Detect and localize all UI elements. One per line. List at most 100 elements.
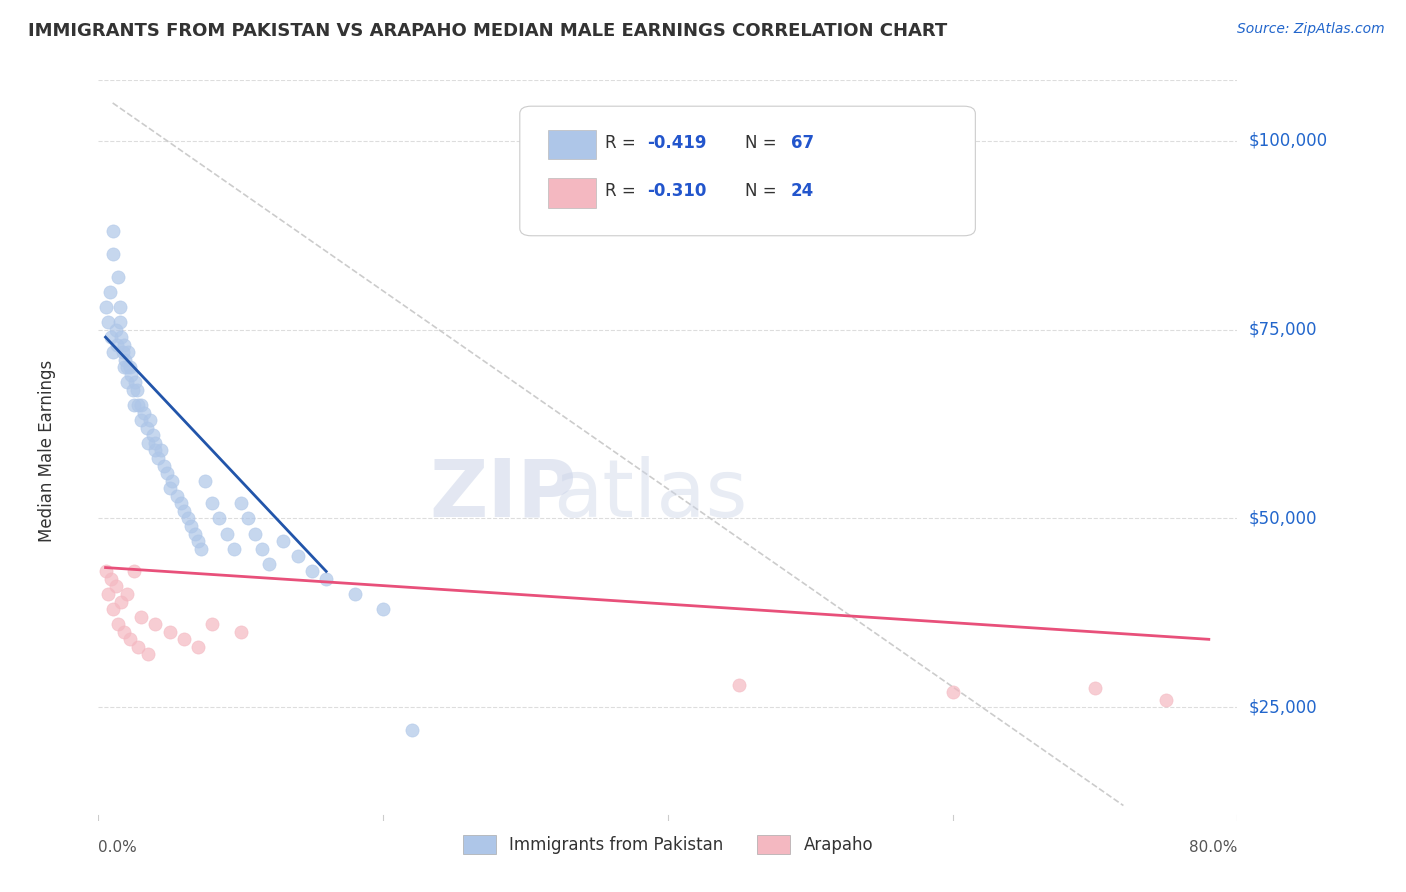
- Point: [187, 640, 209, 654]
- Point: [125, 383, 148, 397]
- FancyBboxPatch shape: [548, 178, 596, 208]
- Point: [145, 443, 167, 458]
- Point: [107, 617, 129, 632]
- Point: [100, 572, 122, 586]
- Point: [111, 345, 134, 359]
- Point: [122, 398, 145, 412]
- Point: [115, 587, 138, 601]
- Point: [136, 648, 159, 662]
- Point: [177, 511, 200, 525]
- Point: [1084, 681, 1107, 696]
- Point: [159, 624, 181, 639]
- Point: [110, 594, 132, 608]
- Point: [215, 526, 238, 541]
- Text: R =: R =: [605, 182, 641, 201]
- Point: [145, 617, 167, 632]
- Point: [101, 602, 124, 616]
- Point: [150, 443, 173, 458]
- Point: [201, 617, 224, 632]
- Text: $50,000: $50,000: [1249, 509, 1317, 527]
- Text: $75,000: $75,000: [1249, 320, 1317, 339]
- Point: [94, 300, 117, 314]
- Point: [942, 685, 965, 699]
- Point: [273, 534, 295, 549]
- Point: [129, 398, 152, 412]
- Text: -0.310: -0.310: [647, 182, 707, 201]
- Point: [180, 519, 202, 533]
- Point: [184, 526, 207, 541]
- Point: [108, 300, 131, 314]
- Point: [173, 504, 195, 518]
- Point: [301, 565, 323, 579]
- Point: [187, 534, 209, 549]
- Point: [101, 224, 124, 238]
- Text: $100,000: $100,000: [1249, 132, 1327, 150]
- Text: 80.0%: 80.0%: [1189, 839, 1237, 855]
- Text: $25,000: $25,000: [1249, 698, 1317, 716]
- Point: [194, 474, 217, 488]
- Text: 67: 67: [790, 134, 814, 153]
- Point: [120, 368, 142, 382]
- Point: [104, 322, 127, 336]
- Point: [135, 421, 157, 435]
- Point: [166, 489, 188, 503]
- Point: [229, 624, 252, 639]
- Point: [127, 398, 149, 412]
- Point: [97, 315, 120, 329]
- Point: [115, 376, 138, 390]
- Point: [118, 360, 141, 375]
- Point: [315, 572, 337, 586]
- Point: [229, 496, 252, 510]
- Point: [101, 345, 124, 359]
- Point: [98, 285, 121, 299]
- Point: [201, 496, 224, 510]
- Point: [101, 247, 124, 261]
- Point: [259, 557, 281, 571]
- Point: [117, 345, 139, 359]
- Point: [118, 632, 141, 647]
- Point: [1154, 692, 1177, 706]
- Point: [100, 330, 122, 344]
- Text: atlas: atlas: [553, 456, 748, 534]
- Point: [141, 428, 163, 442]
- Point: [208, 511, 231, 525]
- Point: [121, 383, 143, 397]
- Text: -0.419: -0.419: [647, 134, 707, 153]
- Point: [108, 315, 131, 329]
- Point: [122, 565, 145, 579]
- Point: [112, 337, 135, 351]
- Point: [148, 450, 170, 465]
- Point: [136, 436, 159, 450]
- Point: [190, 541, 212, 556]
- Point: [401, 723, 423, 737]
- Text: Median Male Earnings: Median Male Earnings: [38, 359, 56, 541]
- Point: [105, 337, 128, 351]
- Point: [115, 360, 138, 375]
- Text: N =: N =: [745, 182, 782, 201]
- Point: [156, 466, 179, 480]
- Point: [114, 352, 136, 367]
- Text: 24: 24: [790, 182, 814, 201]
- Point: [145, 436, 167, 450]
- Point: [110, 330, 132, 344]
- Point: [107, 269, 129, 284]
- Point: [104, 579, 127, 593]
- Point: [94, 565, 117, 579]
- Point: [127, 640, 149, 654]
- Text: Source: ZipAtlas.com: Source: ZipAtlas.com: [1237, 22, 1385, 37]
- Point: [373, 602, 395, 616]
- Point: [287, 549, 309, 564]
- Point: [129, 413, 152, 427]
- FancyBboxPatch shape: [520, 106, 976, 235]
- Point: [124, 376, 146, 390]
- Legend: Immigrants from Pakistan, Arapaho: Immigrants from Pakistan, Arapaho: [456, 828, 880, 861]
- Point: [112, 360, 135, 375]
- Point: [222, 541, 245, 556]
- Point: [153, 458, 176, 473]
- Point: [129, 609, 152, 624]
- Point: [170, 496, 193, 510]
- Point: [243, 526, 266, 541]
- Text: ZIP: ZIP: [429, 456, 576, 534]
- Text: N =: N =: [745, 134, 782, 153]
- Text: 0.0%: 0.0%: [98, 839, 138, 855]
